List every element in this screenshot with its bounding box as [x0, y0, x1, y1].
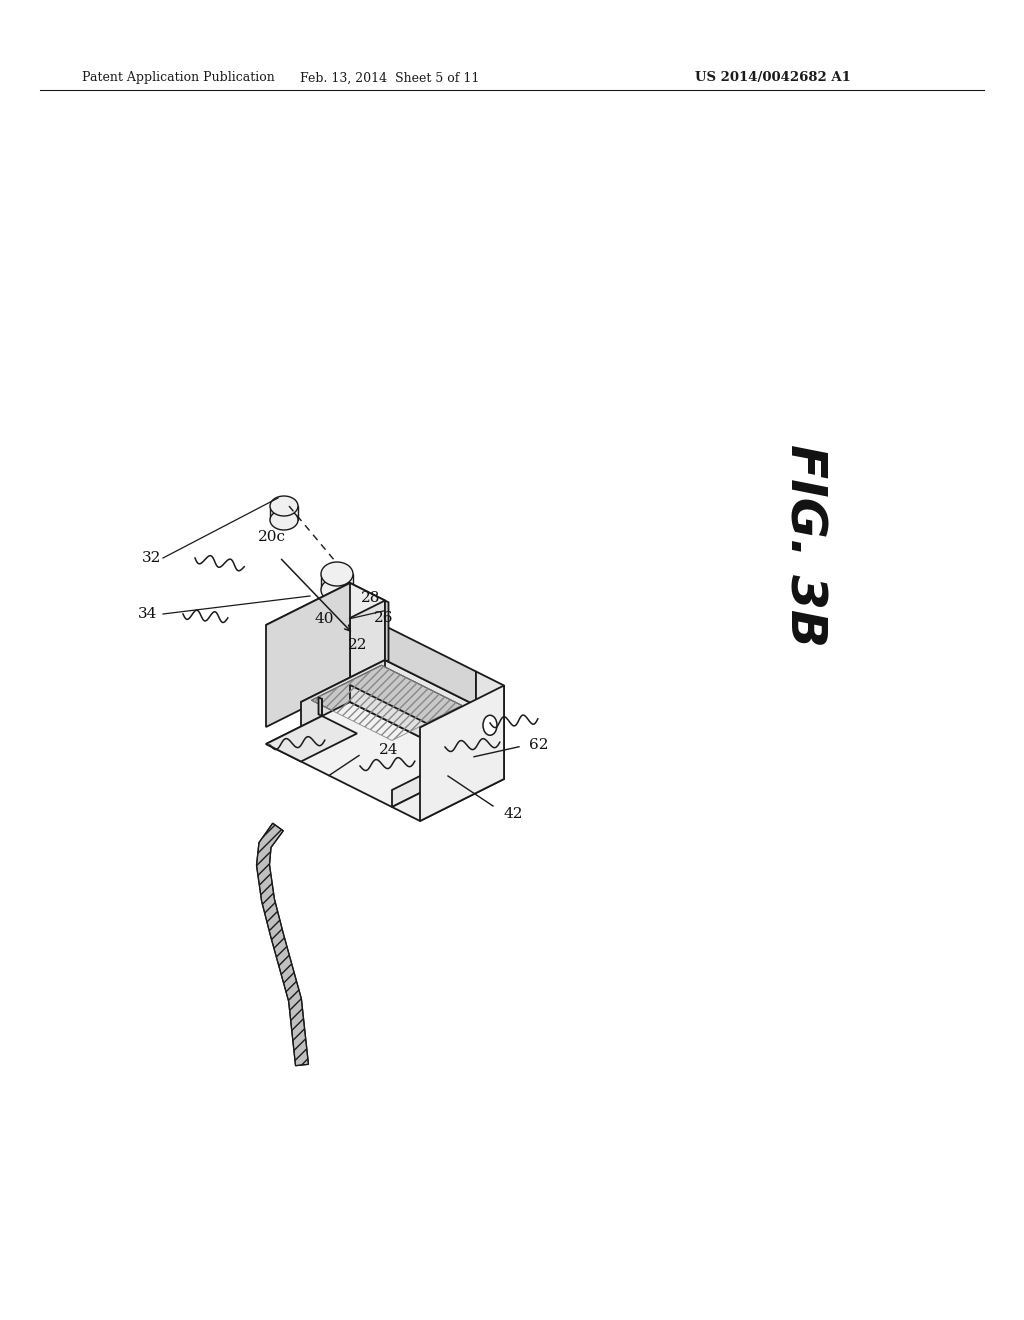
Text: US 2014/0042682 A1: US 2014/0042682 A1	[695, 71, 851, 84]
Ellipse shape	[270, 510, 298, 531]
Polygon shape	[318, 697, 322, 715]
Polygon shape	[266, 583, 385, 643]
Polygon shape	[256, 824, 308, 1065]
Polygon shape	[301, 660, 385, 744]
Text: 26: 26	[374, 611, 394, 624]
Text: FIG. 3B: FIG. 3B	[781, 444, 829, 647]
Polygon shape	[476, 672, 504, 779]
Ellipse shape	[483, 715, 497, 735]
Polygon shape	[266, 583, 350, 727]
Text: Patent Application Publication: Patent Application Publication	[82, 71, 274, 84]
Text: 40: 40	[314, 611, 334, 626]
Text: 34: 34	[138, 607, 158, 620]
Text: 42: 42	[503, 807, 522, 821]
Polygon shape	[266, 715, 357, 762]
Polygon shape	[321, 574, 353, 590]
Ellipse shape	[270, 496, 298, 516]
Polygon shape	[301, 660, 476, 747]
Text: 22: 22	[348, 638, 368, 652]
Polygon shape	[350, 685, 476, 766]
Ellipse shape	[321, 562, 353, 586]
Text: 20c: 20c	[257, 531, 286, 544]
Text: 28: 28	[361, 591, 381, 605]
Polygon shape	[350, 583, 385, 702]
Polygon shape	[392, 766, 504, 821]
Polygon shape	[270, 506, 298, 520]
Polygon shape	[266, 702, 476, 807]
Ellipse shape	[321, 578, 353, 602]
Text: Feb. 13, 2014  Sheet 5 of 11: Feb. 13, 2014 Sheet 5 of 11	[300, 71, 479, 84]
Polygon shape	[392, 748, 476, 807]
Polygon shape	[311, 665, 462, 741]
Text: 62: 62	[529, 738, 549, 752]
Text: 24: 24	[379, 743, 398, 758]
Polygon shape	[420, 685, 504, 821]
Text: 32: 32	[142, 550, 162, 565]
Polygon shape	[385, 601, 388, 661]
Polygon shape	[385, 626, 476, 705]
